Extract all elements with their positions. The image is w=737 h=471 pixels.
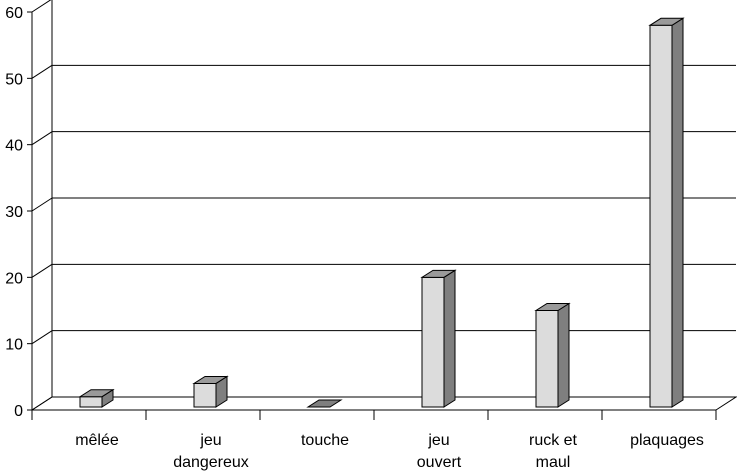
bar: [78, 388, 115, 408]
bar-front: [421, 276, 445, 408]
y-tick-label: 50: [5, 71, 23, 88]
y-tick-label: 0: [14, 403, 23, 420]
grid-diag: [31, 197, 53, 212]
x-tick-label: mêlée: [75, 432, 119, 449]
bar: [420, 269, 457, 408]
bar-side: [557, 302, 570, 408]
grid-diag: [31, 0, 52, 13]
bar-side: [671, 17, 684, 408]
bar-top: [420, 269, 457, 278]
x-tick-label: touche: [301, 432, 349, 449]
bar: [534, 302, 571, 408]
bar-top: [78, 389, 115, 398]
bar-top: [192, 375, 229, 384]
bar-side: [443, 269, 456, 408]
bar-top: [306, 399, 343, 408]
bar-top: [534, 303, 571, 311]
y-tick-label: 10: [5, 337, 23, 354]
y-tick-label: 30: [5, 204, 23, 221]
floor-edge: [31, 396, 737, 411]
bar-top: [648, 17, 685, 26]
bar: [192, 375, 229, 408]
x-tick-label: plaquages: [630, 432, 704, 449]
bar: [648, 17, 685, 408]
bar: [306, 399, 343, 408]
grid-diag: [31, 131, 53, 146]
bar-front: [79, 396, 103, 408]
bar-front: [535, 310, 559, 408]
grid-diag: [31, 396, 53, 411]
y-tick-label: 40: [5, 138, 23, 155]
bar-front: [193, 382, 217, 408]
y-tick-label: 20: [5, 270, 23, 287]
y-tick-label: 60: [5, 5, 23, 22]
grid-diag: [31, 263, 53, 278]
grid-diag: [31, 330, 53, 345]
bar-front: [649, 24, 673, 408]
x-tick-label: jeu dangereux: [173, 432, 249, 471]
x-tick-label: ruck et maul: [529, 432, 578, 471]
x-tick-label: jeu ouvert: [417, 432, 462, 471]
grid-diag: [31, 64, 53, 79]
